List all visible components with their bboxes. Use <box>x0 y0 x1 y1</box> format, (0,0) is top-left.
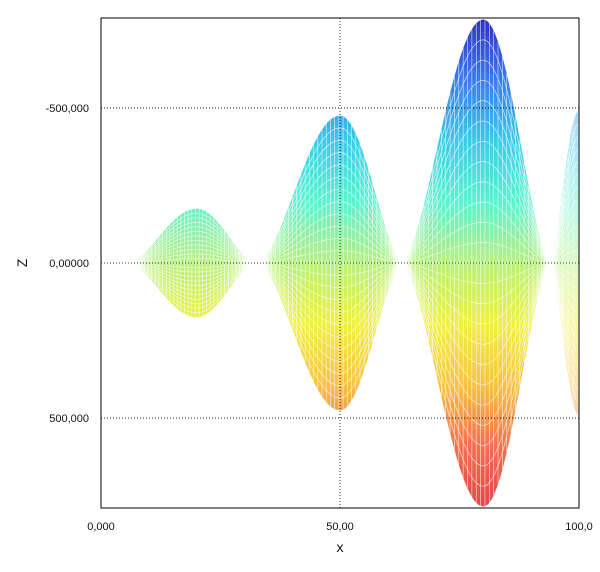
x-axis-title: x <box>337 539 344 555</box>
plot-frame <box>100 17 580 509</box>
y-tick-label: 500,000 <box>49 413 89 425</box>
plot-border <box>100 17 580 509</box>
y-tick-labels: -500,000 0,00000 500,000 <box>46 103 89 425</box>
x-tick-labels: 0,000 50,00 100,0 <box>87 521 593 533</box>
x-tick-label: 50,00 <box>326 521 354 533</box>
x-tick-label: 100,0 <box>565 521 593 533</box>
y-tick-label: 0,00000 <box>49 258 89 270</box>
surface-lobes <box>129 19 579 507</box>
y-axis-title: Z <box>14 258 30 267</box>
y-tick-label: -500,000 <box>46 103 89 115</box>
x-tick-label: 0,000 <box>87 521 115 533</box>
grid-lines <box>101 18 579 508</box>
